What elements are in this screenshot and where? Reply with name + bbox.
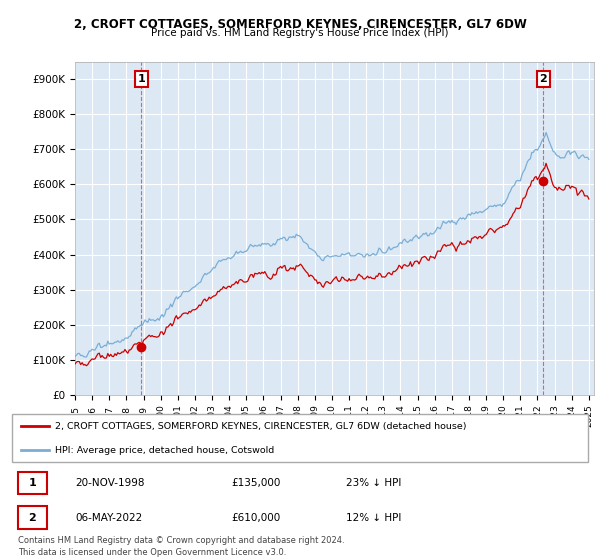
Text: Contains HM Land Registry data © Crown copyright and database right 2024.
This d: Contains HM Land Registry data © Crown c… [18,536,344,557]
Text: 1: 1 [28,478,36,488]
Text: 1: 1 [137,74,145,84]
Text: 06-MAY-2022: 06-MAY-2022 [76,512,143,522]
Text: 12% ↓ HPI: 12% ↓ HPI [346,512,401,522]
Text: 23% ↓ HPI: 23% ↓ HPI [346,478,401,488]
Text: 2: 2 [539,74,547,84]
Text: £610,000: £610,000 [231,512,280,522]
FancyBboxPatch shape [12,414,588,462]
FancyBboxPatch shape [18,472,47,494]
FancyBboxPatch shape [18,506,47,529]
Text: Price paid vs. HM Land Registry's House Price Index (HPI): Price paid vs. HM Land Registry's House … [151,28,449,38]
Text: HPI: Average price, detached house, Cotswold: HPI: Average price, detached house, Cots… [55,446,274,455]
Text: 20-NOV-1998: 20-NOV-1998 [76,478,145,488]
Text: 2, CROFT COTTAGES, SOMERFORD KEYNES, CIRENCESTER, GL7 6DW: 2, CROFT COTTAGES, SOMERFORD KEYNES, CIR… [74,18,526,31]
Text: 2: 2 [28,512,36,522]
Text: 2, CROFT COTTAGES, SOMERFORD KEYNES, CIRENCESTER, GL7 6DW (detached house): 2, CROFT COTTAGES, SOMERFORD KEYNES, CIR… [55,422,467,431]
Text: £135,000: £135,000 [231,478,280,488]
